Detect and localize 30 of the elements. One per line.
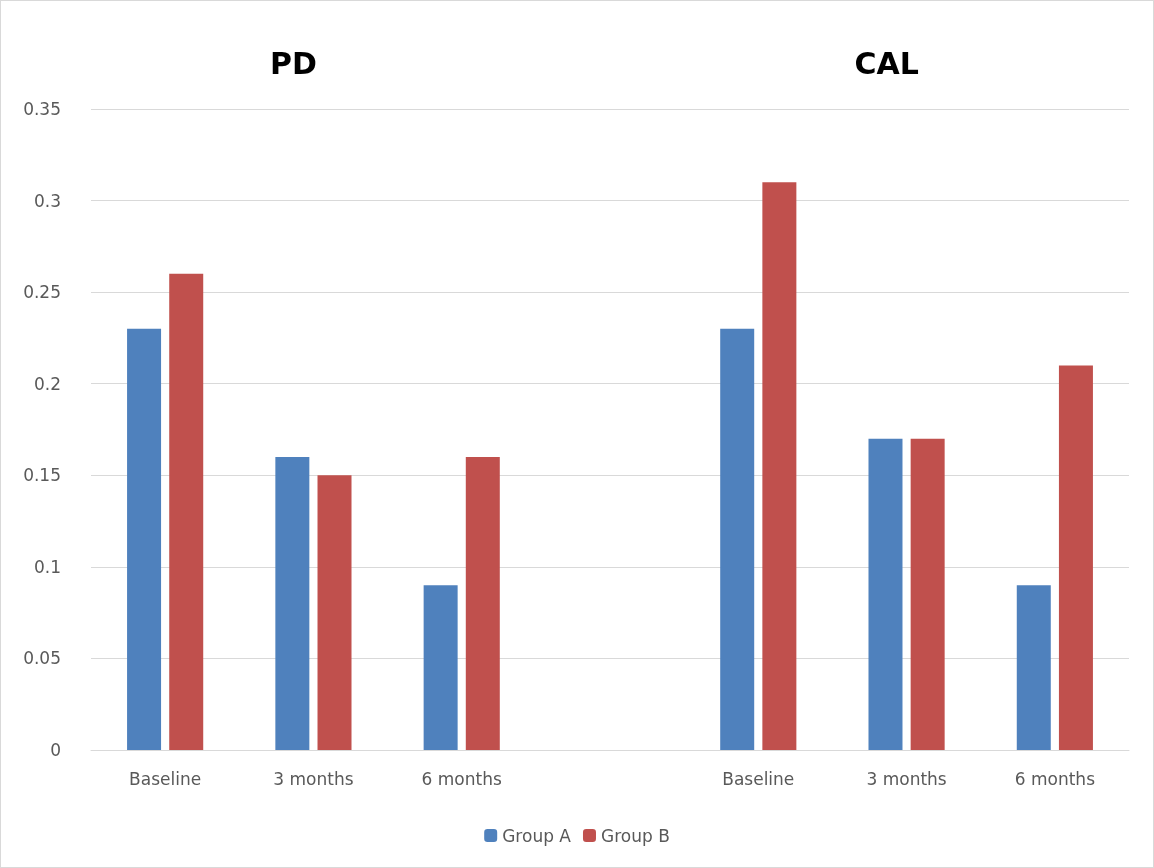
bar bbox=[275, 456, 310, 750]
y-tick-label: 0.05 bbox=[23, 648, 61, 669]
y-tick-label: 0.15 bbox=[23, 465, 61, 486]
legend-label: Group B bbox=[600, 825, 670, 846]
y-tick-label: 0.3 bbox=[33, 190, 61, 211]
y-tick-label: 0.1 bbox=[33, 556, 61, 577]
y-tick-label: 0.2 bbox=[33, 373, 61, 394]
bar bbox=[1058, 365, 1093, 750]
x-tick-label: 6 months bbox=[421, 768, 502, 789]
x-tick-label: 3 months bbox=[273, 768, 354, 789]
legend-label: Group A bbox=[502, 825, 572, 846]
bar bbox=[1016, 585, 1051, 750]
y-tick-label: 0.35 bbox=[23, 99, 61, 119]
bar bbox=[127, 328, 162, 750]
bar bbox=[169, 273, 204, 750]
bar bbox=[317, 475, 352, 750]
x-tick-label: 3 months bbox=[866, 768, 947, 789]
x-tick-label: Baseline bbox=[722, 768, 795, 789]
bar bbox=[910, 438, 945, 750]
bar bbox=[868, 438, 903, 750]
bar bbox=[423, 585, 458, 750]
bar bbox=[465, 456, 500, 750]
bar bbox=[720, 328, 755, 750]
text: CAL bbox=[854, 45, 919, 81]
y-tick-label: 0 bbox=[50, 740, 61, 760]
x-tick-label: 6 months bbox=[1014, 768, 1096, 789]
y-tick-label: 0.25 bbox=[23, 282, 61, 303]
x-tick-label: Baseline bbox=[129, 768, 202, 789]
bar bbox=[762, 182, 797, 750]
text: PD bbox=[269, 45, 317, 81]
